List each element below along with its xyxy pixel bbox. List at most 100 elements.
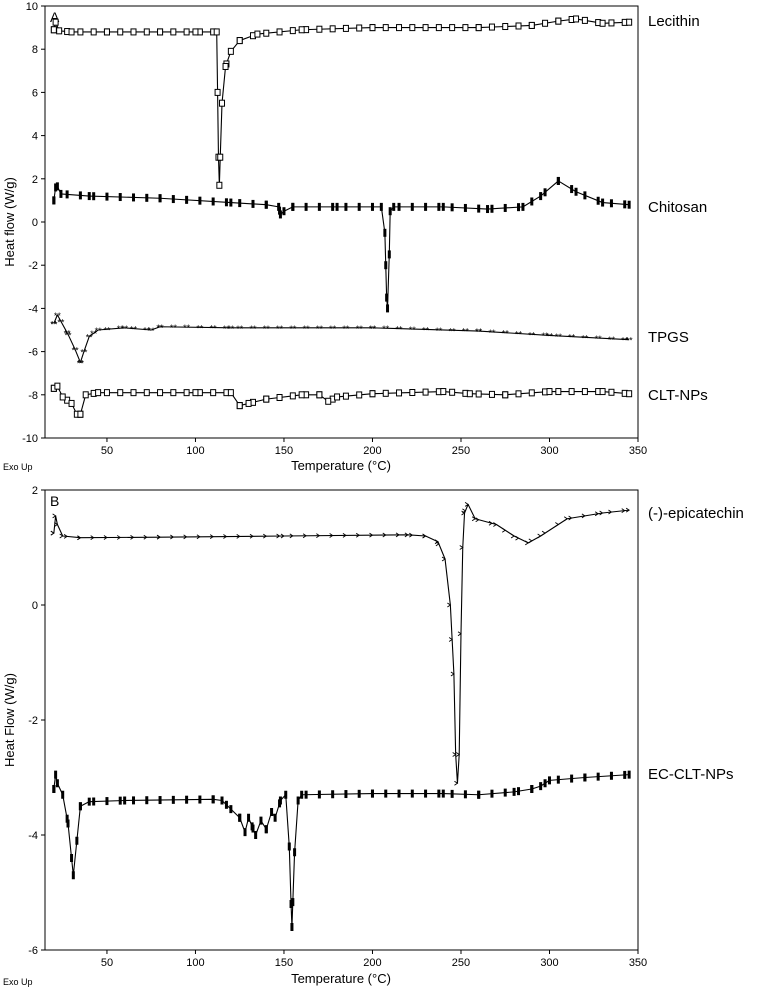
- data-point-chitosan: [486, 205, 490, 214]
- data-point-lecithin: [117, 28, 124, 36]
- data-point-ec-clt-nps: [55, 779, 59, 788]
- data-point-lecithin: [409, 24, 416, 32]
- data-point-tpgs: **: [157, 323, 165, 333]
- data-point-epicatechin: [528, 538, 533, 544]
- y-tick-label: -4: [28, 303, 38, 315]
- y-tick-label: -10: [22, 433, 38, 445]
- data-point-ec-clt-nps: [243, 828, 247, 837]
- data-point-tpgs: **: [546, 331, 554, 341]
- data-point-chitosan: [441, 202, 445, 211]
- data-point-chitosan: [331, 202, 335, 211]
- data-point-tpgs: **: [488, 328, 496, 338]
- data-point-lecithin: [143, 28, 150, 36]
- exo-up-note: Exo Up: [3, 462, 33, 472]
- data-point-tpgs: **: [422, 325, 430, 335]
- y-axis-ticks: -6 -4 -2 0 2: [28, 485, 45, 957]
- data-point-lecithin: [599, 19, 606, 27]
- data-point-tpgs: **: [502, 329, 510, 339]
- data-point-epicatechin: [116, 535, 122, 540]
- data-point-clt-nps: [369, 390, 376, 398]
- data-point-tpgs: **: [117, 324, 125, 334]
- data-point-epicatechin: [454, 780, 459, 786]
- data-point-chitosan: [503, 203, 507, 212]
- data-point-ec-clt-nps: [300, 790, 304, 799]
- data-point-epicatechin: [183, 534, 188, 540]
- data-point-tpgs: **: [382, 324, 390, 334]
- data-point-chitosan: [383, 228, 387, 237]
- data-point-epicatechin: [459, 545, 464, 550]
- data-point-chitosan: [132, 193, 136, 202]
- data-point-tpgs: **: [77, 358, 85, 368]
- data-point-chitosan: [55, 182, 59, 191]
- data-point-epicatechin: [223, 534, 228, 539]
- series-label-epicatechin: (-)-epicatechin: [648, 505, 744, 522]
- data-point-chitosan: [118, 193, 122, 202]
- data-point-tpgs: **: [396, 325, 404, 335]
- data-point-lecithin: [219, 99, 226, 107]
- data-point-chitosan: [490, 204, 494, 213]
- data-point-tpgs: **: [409, 325, 417, 335]
- y-tick-label: 0: [32, 600, 38, 612]
- data-point-ec-clt-nps: [570, 774, 574, 783]
- data-point-ec-clt-nps: [517, 787, 521, 796]
- data-point-clt-nps: [515, 390, 522, 398]
- data-point-lecithin: [289, 27, 296, 35]
- data-point-clt-nps: [289, 392, 296, 400]
- data-point-clt-nps: [54, 382, 61, 390]
- data-point-epicatechin: [599, 510, 604, 516]
- y-axis-title: Heat flow (W/g): [2, 177, 17, 267]
- data-point-lecithin: [488, 23, 495, 31]
- data-point-tpgs: **: [626, 336, 634, 346]
- data-point-chitosan: [570, 185, 574, 194]
- data-point-epicatechin: [302, 533, 307, 539]
- panel-b: B 50 100 150 200 250 300 350 -6 -4 -2 0 2 Temperat…: [2, 485, 744, 987]
- data-point-lecithin: [227, 47, 234, 55]
- data-point-ec-clt-nps: [344, 790, 348, 799]
- data-point-tpgs: **: [95, 326, 103, 336]
- data-point-tpgs: **: [555, 332, 563, 342]
- data-point-tpgs: **: [121, 324, 129, 334]
- x-tick-label: 350: [629, 445, 647, 457]
- series-line-ec-clt-nps: [53, 774, 630, 928]
- data-point-clt-nps: [356, 391, 363, 399]
- data-point-clt-nps: [59, 393, 66, 401]
- data-point-chitosan: [224, 198, 228, 207]
- data-point-ec-clt-nps: [296, 796, 300, 805]
- data-point-clt-nps: [82, 391, 89, 399]
- data-point-clt-nps: [117, 389, 124, 397]
- data-point-epicatechin: [594, 511, 599, 517]
- data-point-ec-clt-nps: [61, 790, 65, 799]
- data-point-lecithin: [157, 28, 164, 36]
- data-point-lecithin: [217, 153, 224, 161]
- data-point-clt-nps: [183, 389, 190, 397]
- data-point-epicatechin: [316, 533, 321, 539]
- data-point-epicatechin: [555, 522, 560, 527]
- data-point-epicatechin: [249, 533, 254, 539]
- data-point-clt-nps: [449, 388, 456, 396]
- data-point-tpgs: **: [369, 324, 377, 334]
- data-point-ec-clt-nps: [477, 790, 481, 799]
- data-point-ec-clt-nps: [556, 775, 560, 784]
- data-point-ec-clt-nps: [123, 796, 127, 805]
- data-point-chitosan: [251, 199, 255, 208]
- data-point-tpgs: **: [449, 326, 457, 336]
- y-tick-label: 2: [32, 174, 38, 186]
- data-point-epicatechin: [355, 532, 361, 538]
- data-point-ec-clt-nps: [87, 797, 91, 806]
- data-point-chitosan: [574, 187, 578, 196]
- data-point-tpgs: **: [227, 324, 235, 334]
- data-point-tpgs: **: [210, 324, 218, 334]
- data-point-ec-clt-nps: [65, 814, 69, 823]
- data-point-ec-clt-nps: [198, 795, 202, 804]
- data-point-clt-nps: [263, 395, 270, 403]
- data-point-tpgs: **: [54, 311, 62, 321]
- data-point-chitosan: [627, 200, 631, 209]
- data-point-tpgs: **: [608, 335, 616, 345]
- data-point-chitosan: [437, 202, 441, 211]
- data-point-ec-clt-nps: [158, 796, 162, 805]
- data-point-epicatechin: [475, 517, 480, 523]
- data-point-tpgs: **: [90, 329, 98, 339]
- data-point-lecithin: [52, 18, 59, 26]
- data-point-tpgs: **: [542, 331, 550, 341]
- data-point-epicatechin: [263, 533, 268, 539]
